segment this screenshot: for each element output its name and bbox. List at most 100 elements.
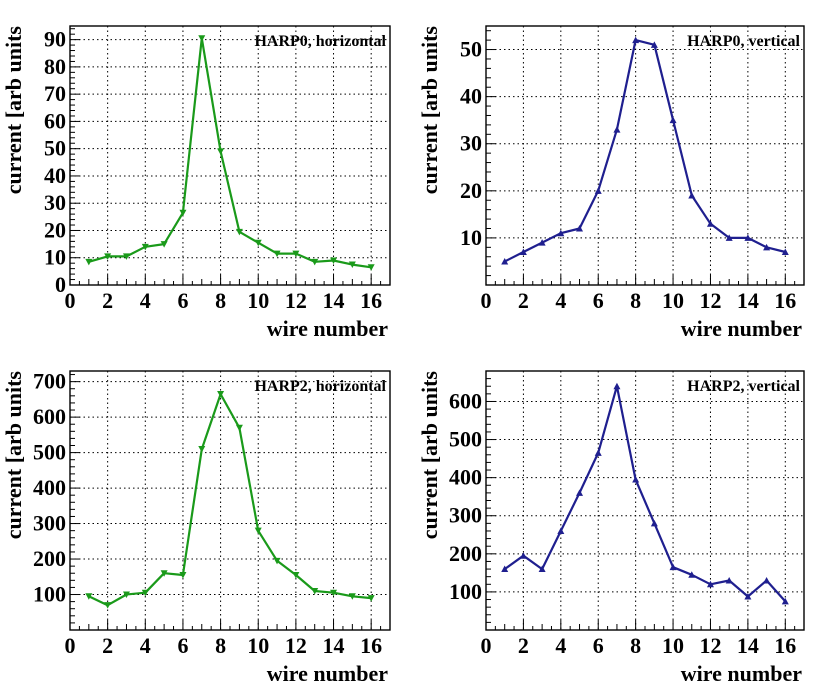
chart-2-data-point <box>763 243 771 251</box>
chart-3-data-point <box>217 391 225 398</box>
chart-2-y-axis-title: current [arb units <box>417 26 442 195</box>
chart-1-x-tick-label: 12 <box>285 288 307 313</box>
chart-3-data-point <box>198 446 206 453</box>
chart-4-data-point <box>706 580 714 588</box>
chart-2-data-point <box>613 126 621 133</box>
chart-2-x-tick-label: 0 <box>481 288 492 313</box>
chart-4-y-axis-title: current [arb units <box>417 371 442 540</box>
chart-1-data-point <box>217 148 225 155</box>
chart-4-y-tick-label: 300 <box>449 503 482 528</box>
chart-3-y-tick-label: 300 <box>33 511 66 536</box>
chart-3-data-point <box>273 557 281 565</box>
chart-4-data-point <box>763 576 771 584</box>
chart-1-x-tick-label: 4 <box>140 288 151 313</box>
chart-3-x-tick-label: 14 <box>323 633 345 658</box>
chart-4-x-tick-label: 16 <box>774 633 796 658</box>
chart-2-x-tick-label: 14 <box>737 288 759 313</box>
chart-4-x-axis-title: wire number <box>681 661 802 686</box>
chart-4-x-tick-label: 6 <box>593 633 604 658</box>
chart-1-y-tick-label: 90 <box>44 27 66 52</box>
chart-3-grid <box>70 371 390 630</box>
chart-3-x-tick-label: 16 <box>360 633 382 658</box>
chart-1-grid <box>70 26 390 285</box>
chart-4-data-point <box>669 563 677 571</box>
chart-3-y-axis-title: current [arb units <box>1 371 26 540</box>
chart-2-data-point <box>519 248 527 256</box>
chart-4-x-tick-label: 12 <box>699 633 721 658</box>
chart-1-x-tick-label: 14 <box>323 288 345 313</box>
chart-2-y-tick-label: 20 <box>460 178 482 203</box>
chart-3-y-tick-label: 700 <box>33 369 66 394</box>
chart-2-series-line <box>504 38 786 263</box>
chart-2-data-point <box>725 234 733 241</box>
chart-3-data-point <box>348 593 356 600</box>
chart-4-data-point <box>501 565 509 573</box>
chart-3-data-point <box>141 589 149 597</box>
chart-4-y-tick-label: 200 <box>449 541 482 566</box>
chart-4-data-point <box>594 449 602 456</box>
chart-1-data-point <box>330 257 338 264</box>
chart-3-data-point <box>235 424 243 432</box>
chart-1-x-tick-label: 6 <box>177 288 188 313</box>
chart-2-data-point <box>538 239 546 246</box>
chart-2-x-axis-title: wire number <box>681 316 802 341</box>
chart-2-x-tick-label: 16 <box>774 288 796 313</box>
chart-1-data-point <box>273 250 281 258</box>
chart-2-x-tick-label: 10 <box>662 288 684 313</box>
chart-2: 0 2 4 6 8 10 12 14 16 10 20 30 40 50 wire number curren… <box>417 25 805 341</box>
chart-2-data-point <box>706 220 714 227</box>
chart-3-frame <box>69 370 391 631</box>
chart-4-y-tick-label: 400 <box>449 465 482 490</box>
chart-1-y-tick-label: 80 <box>44 54 66 79</box>
chart-3-data-point <box>367 595 375 602</box>
chart-3-x-tick-label: 6 <box>177 633 188 658</box>
chart-3-x-tick-label: 8 <box>215 633 226 658</box>
chart-1-data-point <box>311 258 319 266</box>
chart-2-data-point <box>557 229 565 237</box>
chart-2-data-point <box>501 257 509 265</box>
chart-1-data-point <box>104 253 112 260</box>
chart-4-data-point <box>557 527 565 534</box>
chart-3-title: HARP2, horizontal <box>254 378 386 395</box>
chart-2-data-point <box>781 248 789 256</box>
chart-3-data-point <box>85 593 93 600</box>
chart-1-frame <box>69 25 391 286</box>
chart-1-y-tick-label: 50 <box>44 136 66 161</box>
chart-2-frame <box>485 25 805 286</box>
chart-3-y-tick-label: 200 <box>33 546 66 571</box>
chart-1-x-tick-label: 10 <box>247 288 269 313</box>
chart-2-data-point <box>688 192 696 199</box>
chart-3-data-point <box>104 602 112 609</box>
chart-3-data-point <box>311 587 319 595</box>
chart-4-data-point <box>650 519 658 527</box>
chart-3-y-tick-label: 400 <box>33 475 66 500</box>
chart-3-x-tick-label: 10 <box>247 633 269 658</box>
chart-3-data-point <box>292 572 300 579</box>
chart-2-grid <box>486 26 804 285</box>
chart-1-data-point <box>122 253 130 260</box>
chart-2-x-tick-label: 4 <box>555 288 566 313</box>
chart-2-data-point <box>650 41 658 48</box>
chart-1-x-tick-label: 0 <box>65 288 76 313</box>
chart-4-frame <box>485 370 805 631</box>
chart-4-y-tick-label: 600 <box>449 388 482 413</box>
chart-3-data-point <box>330 589 338 597</box>
chart-4-x-tick-label: 14 <box>737 633 759 658</box>
chart-3-data-point <box>179 572 187 579</box>
chart-4-data-point <box>538 565 546 573</box>
chart-1-data-point <box>367 264 375 271</box>
chart-3-x-tick-label: 12 <box>285 633 307 658</box>
chart-4: 0 2 4 6 8 10 12 14 16 100 200 300 400 500 600 wire numb… <box>417 370 805 686</box>
chart-4-x-tick-label: 8 <box>630 633 641 658</box>
chart-2-data-point <box>594 187 602 194</box>
chart-3-data-point <box>160 570 168 577</box>
chart-4-data-point <box>725 576 733 584</box>
chart-2-title: HARP0, vertical <box>687 33 800 50</box>
chart-2-data-point <box>632 36 640 44</box>
chart-1-y-tick-label: 70 <box>44 81 66 106</box>
chart-1-data-point <box>160 241 168 248</box>
chart-4-y-tick-label: 500 <box>449 427 482 452</box>
chart-1-data-point <box>179 209 187 217</box>
chart-2-y-tick-label: 10 <box>460 225 482 250</box>
